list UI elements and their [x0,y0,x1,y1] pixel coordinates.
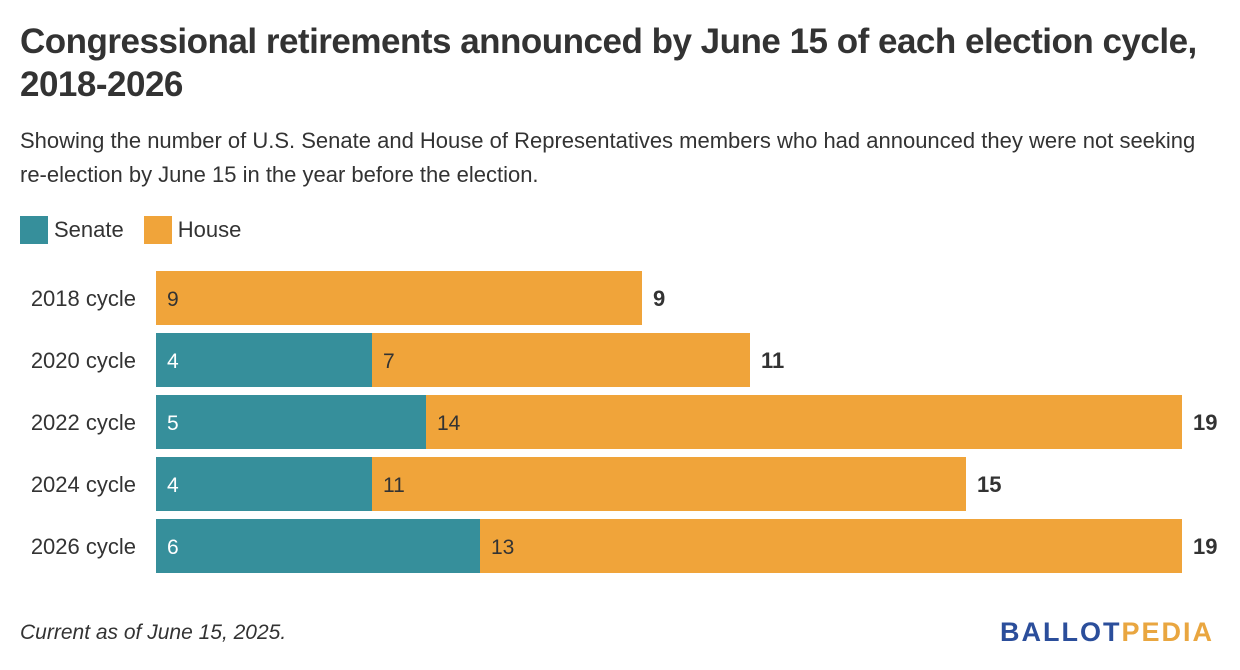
bar-value-label-house-2018-cycle: 9 [167,288,179,311]
category-label-2020-cycle: 2020 cycle [31,348,136,373]
bar-house-2018-cycle [156,271,642,325]
bar-senate-2022-cycle [156,395,426,449]
footer-note: Current as of June 15, 2025. [20,621,287,644]
legend-item-house: House [143,216,242,244]
legend-swatch-senate [20,216,48,244]
ballotpedia-logo: BALLOTPEDIA [1000,617,1214,648]
bar-senate-2024-cycle [156,457,372,511]
bar-senate-2020-cycle [156,333,372,387]
total-label-2020-cycle: 11 [761,348,784,373]
bar-chart: 2018 cycle 9 9 2020 cycle 4 7 11 2022 cycle 5 14 1… [31,271,1217,573]
bar-value-label-house-2020-cycle: 7 [383,350,395,373]
bar-house-2020-cycle [372,333,750,387]
category-label-2024-cycle: 2024 cycle [31,472,136,497]
bar-house-2022-cycle [426,395,1182,449]
bar-senate-2026-cycle [156,519,480,573]
total-label-2018-cycle: 9 [653,286,665,311]
legend-item-senate: Senate [20,216,124,244]
legend-label-senate: Senate [54,217,124,242]
bar-house-2026-cycle [480,519,1182,573]
bar-value-label-senate-2024-cycle: 4 [167,474,179,497]
chart-title: Congressional retirements announced by J… [20,22,1197,104]
bar-value-label-house-2024-cycle: 11 [383,474,405,497]
logo-part-ballot: BALLOT [999,617,1122,647]
legend-label-house: House [177,217,242,242]
total-label-2026-cycle: 19 [1193,534,1217,559]
legend: Senate House [20,215,261,245]
logo-part-pedia: PEDIA [1121,617,1214,647]
bar-value-label-house-2026-cycle: 13 [491,536,514,559]
bar-house-2024-cycle [372,457,966,511]
category-label-2022-cycle: 2022 cycle [31,410,136,435]
category-label-2026-cycle: 2026 cycle [31,534,136,559]
bar-value-label-senate-2022-cycle: 5 [167,412,179,435]
chart-subtitle: Showing the number of U.S. Senate and Ho… [20,128,1196,187]
bar-value-label-senate-2020-cycle: 4 [167,350,179,373]
total-label-2024-cycle: 15 [977,472,1001,497]
bar-value-label-senate-2026-cycle: 6 [167,536,179,559]
bar-value-label-house-2022-cycle: 14 [437,412,461,435]
total-label-2022-cycle: 19 [1193,410,1217,435]
legend-swatch-house [143,216,172,244]
category-label-2018-cycle: 2018 cycle [31,286,136,311]
